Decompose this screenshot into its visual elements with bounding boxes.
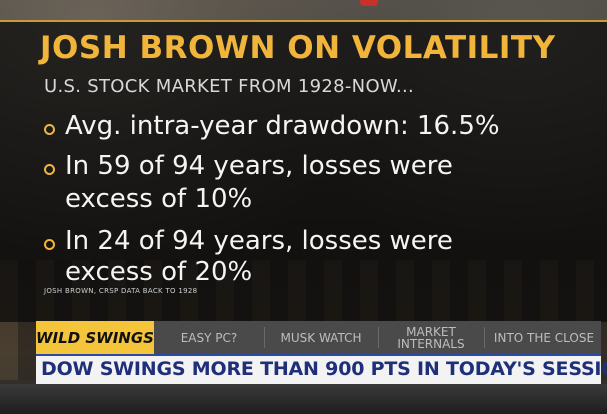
- bullet-text: Avg. intra-year drawdown: 16.5%: [65, 111, 500, 141]
- bullet-text: excess of 20%: [65, 257, 253, 287]
- ticker-tab-musk-watch: MUSK WATCH: [280, 330, 362, 345]
- ticker-topic-bar: WILD SWINGS EASY PC? MUSK WATCH MARKET I…: [36, 321, 601, 354]
- ticker-tab-into-the-close: INTO THE CLOSE: [493, 330, 595, 345]
- bullet-text: In 59 of 94 years, losses were: [65, 151, 453, 181]
- bullet-text: In 24 of 94 years, losses were: [65, 226, 453, 256]
- graphic-panel: [0, 22, 607, 322]
- top-accent-mark: [360, 0, 378, 6]
- bullet-dot-icon: [44, 124, 55, 135]
- graphic-title: JOSH BROWN ON VOLATILITY: [40, 30, 556, 66]
- source-credit: JOSH BROWN, CRSP DATA BACK TO 1928: [44, 287, 198, 295]
- panel-top-rule: [0, 20, 607, 22]
- bullet-text: excess of 10%: [65, 184, 253, 214]
- bottom-strip: [0, 384, 607, 414]
- bullet-dot-icon: [44, 239, 55, 250]
- ticker-divider: [484, 327, 485, 348]
- ticker-divider: [264, 327, 265, 348]
- ticker-tab-wild-swings: WILD SWINGS: [36, 321, 154, 354]
- ticker-tab-easy-pc: EASY PC?: [180, 330, 238, 345]
- ticker-tab-market-internals: MARKET INTERNALS: [397, 324, 465, 351]
- graphic-subtitle: U.S. STOCK MARKET FROM 1928-NOW...: [44, 76, 415, 97]
- headline-text: DOW SWINGS MORE THAN 900 PTS IN TODAY'S …: [41, 358, 607, 380]
- headline-bar: DOW SWINGS MORE THAN 900 PTS IN TODAY'S …: [36, 354, 607, 384]
- ticker-divider: [378, 327, 379, 348]
- bullet-dot-icon: [44, 164, 55, 175]
